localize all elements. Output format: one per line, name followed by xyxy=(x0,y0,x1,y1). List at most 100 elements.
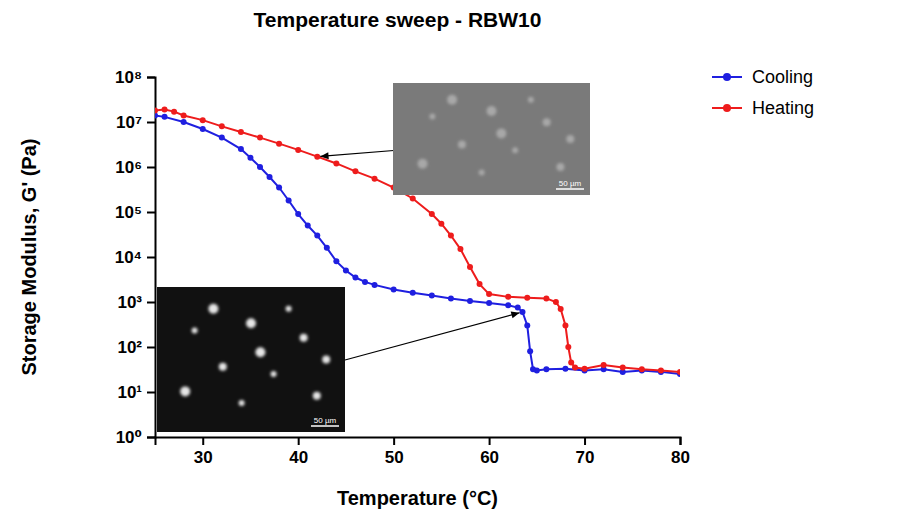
y-axis: 10⁰10¹10²10³10⁴10⁵10⁶10⁷10⁸ xyxy=(115,68,156,447)
series-point xyxy=(362,279,368,285)
series-point xyxy=(314,233,320,239)
x-tick-label: 50 xyxy=(385,448,404,467)
y-tick-mark xyxy=(147,257,155,259)
series-point xyxy=(505,302,511,308)
annotation-arrow xyxy=(320,150,400,156)
series-point xyxy=(658,368,664,374)
series-point xyxy=(171,109,177,115)
y-tick-mark xyxy=(147,167,155,169)
inset-particle xyxy=(543,118,551,126)
x-tick-mark xyxy=(393,437,395,445)
series-point xyxy=(162,106,168,112)
series-point xyxy=(553,299,559,305)
series-point xyxy=(527,348,533,354)
series-point xyxy=(601,362,607,368)
inset-background xyxy=(393,83,590,195)
series-point xyxy=(247,155,253,161)
inset-particle xyxy=(528,97,534,103)
x-tick: 60 xyxy=(480,437,499,467)
x-tick-label: 40 xyxy=(289,448,308,467)
series-point xyxy=(448,233,454,239)
y-tick-mark xyxy=(147,392,155,394)
inset-particle xyxy=(271,371,277,377)
inset-particle xyxy=(255,347,265,357)
y-tick-label: 10⁰ xyxy=(116,428,142,447)
inset-particle xyxy=(496,128,506,138)
inset-scale-bar xyxy=(311,425,339,427)
inset-particle xyxy=(566,135,574,143)
x-tick-label: 70 xyxy=(576,448,595,467)
y-tick-mark xyxy=(147,437,155,439)
y-tick: 10⁸ xyxy=(115,68,155,87)
annotation-arrow xyxy=(345,313,520,360)
y-tick: 10⁷ xyxy=(116,113,155,132)
inset-particle xyxy=(300,334,308,342)
inset-particle xyxy=(458,141,466,149)
chart: Temperature sweep - RBW1030405060708010⁰… xyxy=(0,0,920,526)
series-point xyxy=(333,258,339,264)
series-point xyxy=(391,286,397,292)
y-tick-mark xyxy=(147,302,155,304)
series-point xyxy=(276,185,282,191)
inset-particle xyxy=(246,318,256,328)
series-point xyxy=(372,176,378,182)
legend-item: Cooling xyxy=(712,67,813,87)
series-point xyxy=(558,306,564,312)
inset-particle xyxy=(512,147,518,153)
series-point xyxy=(524,295,530,301)
series-point xyxy=(486,300,492,306)
series-point xyxy=(562,323,568,329)
x-tick-mark xyxy=(489,437,491,445)
y-tick: 10⁶ xyxy=(115,158,155,177)
y-tick: 10⁴ xyxy=(115,248,155,267)
legend-item: Heating xyxy=(712,98,814,118)
y-tick-label: 10⁷ xyxy=(116,113,142,132)
series-point xyxy=(372,282,378,288)
y-tick-label: 10⁸ xyxy=(115,68,142,87)
series-point xyxy=(477,281,483,287)
series-point xyxy=(305,223,311,229)
inset-scale-bar xyxy=(556,188,584,190)
legend-swatch-marker xyxy=(723,104,731,112)
series-point xyxy=(677,369,680,375)
series-point xyxy=(505,294,511,300)
inset-particle xyxy=(447,95,457,105)
series-point xyxy=(219,123,225,129)
series-point xyxy=(568,360,574,366)
y-tick: 10¹ xyxy=(117,383,155,402)
inset-particle xyxy=(479,170,485,176)
series-point xyxy=(155,108,158,114)
inset-particle xyxy=(418,159,428,169)
y-tick-mark xyxy=(147,347,155,349)
series-point xyxy=(324,245,330,251)
series-point xyxy=(276,141,282,147)
series-point xyxy=(200,117,206,123)
series-point xyxy=(457,246,463,252)
inset-particle xyxy=(487,106,497,116)
y-tick-mark xyxy=(147,122,155,124)
series-point xyxy=(267,174,273,180)
inset-particle xyxy=(219,363,227,371)
series-point xyxy=(515,305,521,311)
series-point xyxy=(486,291,492,297)
series-point xyxy=(448,295,454,301)
series-point xyxy=(562,366,568,372)
x-tick: 70 xyxy=(576,437,595,467)
series-point xyxy=(429,211,435,217)
y-tick: 10⁵ xyxy=(115,203,155,222)
x-tick-label: 60 xyxy=(480,448,499,467)
inset-particle xyxy=(286,306,292,312)
inset-particle xyxy=(556,163,564,171)
series-point xyxy=(286,198,292,204)
x-tick-label: 30 xyxy=(194,448,213,467)
y-tick-label: 10⁶ xyxy=(115,158,142,177)
series-point xyxy=(295,211,301,217)
series-point xyxy=(314,154,320,160)
series-point xyxy=(333,160,339,166)
series-point xyxy=(429,292,435,298)
inset-particle xyxy=(180,386,190,396)
series-point xyxy=(410,195,416,201)
series-point xyxy=(257,135,263,141)
series-point xyxy=(410,290,416,296)
y-tick: 10⁰ xyxy=(116,428,155,447)
